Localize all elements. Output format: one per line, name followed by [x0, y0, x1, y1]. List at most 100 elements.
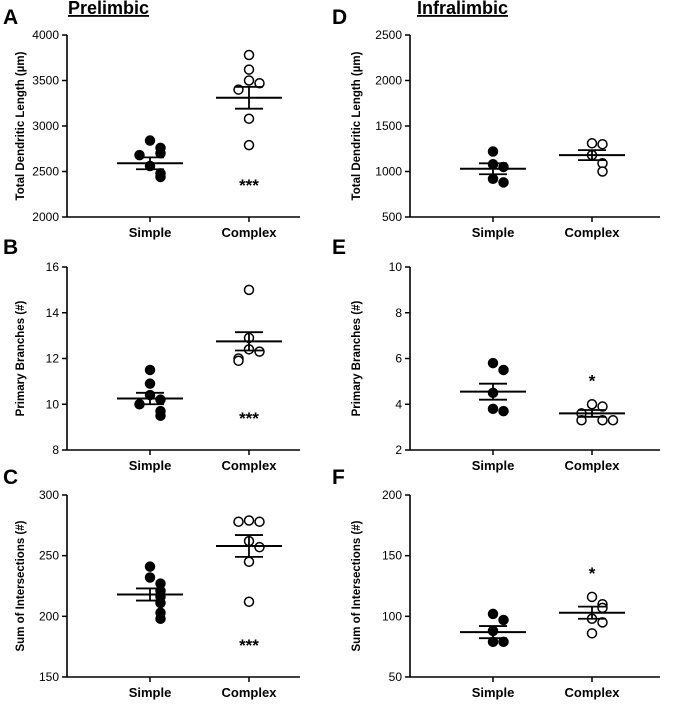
filled-data-point [155, 410, 166, 421]
filled-data-point [487, 357, 499, 369]
panel-letter: C [3, 466, 18, 489]
y-tick-label: 8 [52, 443, 59, 457]
open-data-point [576, 415, 587, 426]
y-tick-label: 16 [46, 260, 60, 274]
y-tick-label: 2500 [32, 165, 59, 179]
filled-data-point [498, 614, 509, 626]
filled-data-point [487, 403, 499, 415]
y-tick-label: 250 [39, 549, 59, 563]
open-data-point [243, 515, 255, 526]
panel-letter: A [3, 6, 18, 29]
open-data-point [243, 64, 255, 75]
y-tick-label: 8 [395, 306, 402, 320]
open-data-point [597, 401, 608, 412]
y-axis-title: Sum of Intersections (#) [15, 520, 27, 651]
y-tick-label: 10 [389, 260, 403, 274]
filled-data-point [155, 171, 166, 183]
y-tick-label: 2000 [32, 210, 59, 224]
open-data-point [597, 166, 608, 177]
open-data-point [597, 415, 608, 426]
y-tick-label: 6 [395, 352, 402, 366]
panel-a: A 2000 2500 3000 3500 4000 Total Dendritic Len… [3, 6, 300, 240]
open-data-point [586, 138, 598, 149]
region-title-prelimbic: Prelimbic [68, 0, 149, 18]
y-tick-label: 2 [395, 443, 402, 457]
x-category-label: Simple [472, 458, 515, 473]
open-data-point [243, 113, 255, 124]
y-tick-label: 2500 [375, 28, 402, 42]
significance-marker: * [589, 371, 596, 390]
open-data-point [243, 139, 255, 151]
filled-data-point [498, 364, 509, 376]
y-axis-title: Sum of Intersections (#) [351, 520, 363, 651]
filled-data-point [144, 572, 156, 583]
filled-data-point [487, 608, 499, 620]
x-category-label: Complex [222, 458, 278, 473]
filled-data-point [487, 173, 499, 185]
y-tick-label: 100 [382, 609, 402, 623]
y-tick-label: 3500 [32, 74, 59, 88]
y-axis-title: Total Dendritic Length (µm) [351, 51, 363, 200]
panel-letter: B [3, 236, 18, 259]
significance-marker: *** [239, 409, 259, 428]
y-tick-label: 200 [382, 488, 402, 502]
panel-c: C 150 200 250 300 Sum of Intersections (#) Sim… [3, 466, 300, 700]
filled-data-point [155, 613, 166, 625]
open-data-point [233, 355, 244, 367]
y-tick-label: 500 [382, 210, 402, 224]
y-tick-label: 50 [389, 670, 403, 684]
x-category-label: Simple [129, 225, 172, 240]
x-category-label: Complex [565, 685, 621, 700]
region-title-infralimbic: Infralimbic [417, 0, 508, 18]
open-data-point [243, 596, 255, 608]
y-tick-label: 1000 [375, 165, 402, 179]
open-data-point [243, 284, 255, 296]
x-category-label: Complex [565, 225, 621, 240]
filled-data-point [144, 378, 156, 389]
open-data-point [254, 516, 265, 527]
y-tick-label: 200 [39, 609, 59, 623]
open-data-point [254, 541, 265, 553]
panel-letter: D [332, 6, 347, 29]
panel-letter: F [332, 466, 345, 489]
y-axis-title: Primary Branches (#) [15, 300, 27, 416]
y-axis-title: Primary Branches (#) [351, 300, 363, 416]
y-tick-label: 2000 [375, 74, 402, 88]
significance-marker: *** [239, 636, 259, 655]
open-data-point [243, 75, 255, 86]
significance-marker: * [589, 564, 596, 583]
x-category-label: Simple [472, 225, 515, 240]
open-data-point [586, 591, 598, 603]
y-tick-label: 12 [46, 352, 60, 366]
filled-data-point [144, 561, 156, 572]
panel-b: B 8 10 12 14 16 Primary Branches (#) Simple Comp… [3, 236, 300, 473]
filled-data-point [498, 405, 509, 417]
y-tick-label: 14 [46, 306, 60, 320]
filled-data-point [155, 394, 166, 405]
open-data-point [233, 516, 244, 527]
y-tick-label: 150 [39, 670, 59, 684]
open-data-point [586, 628, 598, 639]
y-tick-label: 1500 [375, 119, 402, 133]
y-axis-title: Total Dendritic Length (µm) [15, 51, 27, 200]
open-data-point [254, 346, 265, 357]
filled-data-point [487, 146, 499, 157]
open-data-point [597, 138, 608, 150]
x-category-label: Complex [565, 458, 621, 473]
open-data-point [586, 399, 598, 410]
x-category-label: Complex [222, 685, 278, 700]
panel-f: F 50 100 150 200 Sum of Intersections (#) Simp… [332, 466, 660, 700]
filled-data-point [155, 148, 166, 159]
filled-data-point [144, 364, 156, 376]
filled-data-point [498, 177, 509, 188]
x-category-label: Simple [472, 685, 515, 700]
open-data-point [597, 602, 608, 614]
significance-marker: *** [239, 176, 259, 195]
open-data-point [607, 415, 619, 426]
open-data-point [243, 556, 255, 567]
x-category-label: Complex [222, 225, 278, 240]
y-tick-label: 3000 [32, 119, 59, 133]
